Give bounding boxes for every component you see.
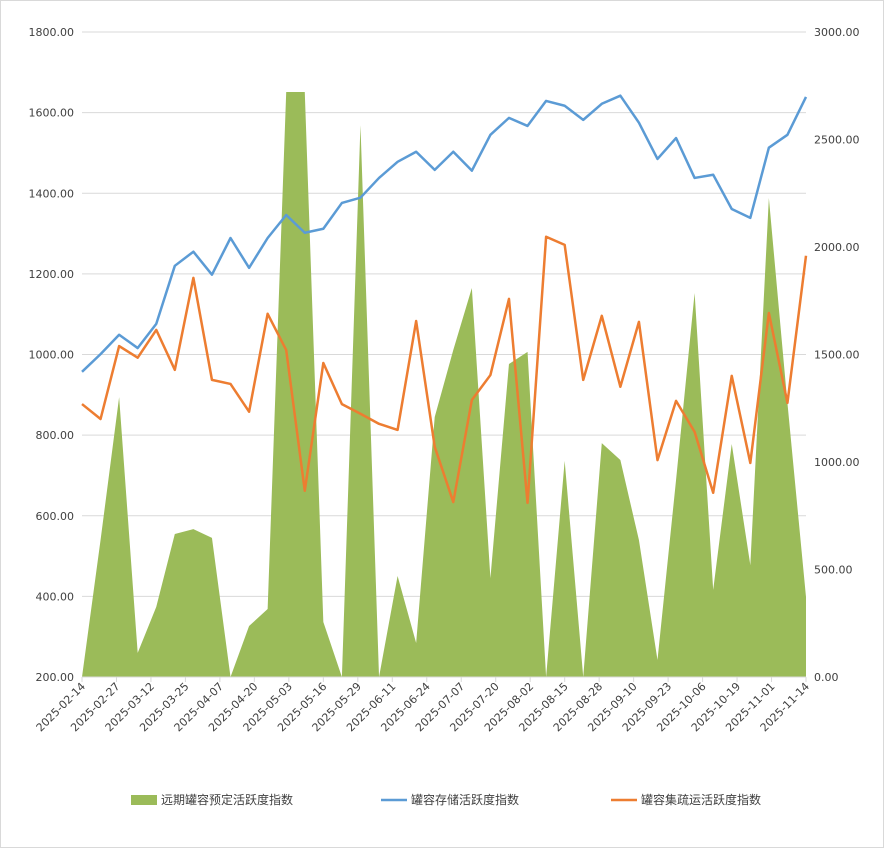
y-tick-label: 1200.00 (29, 268, 75, 281)
legend-label: 远期罐容预定活跃度指数 (161, 792, 293, 807)
y-tick-label: 400.00 (36, 590, 75, 603)
legend-label: 罐容存储活跃度指数 (411, 792, 519, 807)
y-tick-label: 1800.00 (29, 26, 75, 39)
y-tick-label: 1400.00 (29, 187, 75, 200)
y2-tick-label: 1500.00 (814, 349, 860, 362)
legend: 远期罐容预定活跃度指数 罐容存储活跃度指数 罐容集疏运活跃度指数 (131, 792, 761, 807)
y-tick-label: 600.00 (36, 510, 75, 523)
y2-tick-label: 1000.00 (814, 456, 860, 469)
y2-tick-label: 2000.00 (814, 241, 860, 254)
line (81, 94, 808, 373)
legend-swatch (131, 795, 157, 805)
y-tick-label: 1600.00 (29, 107, 75, 120)
legend-label: 罐容集疏运活跃度指数 (641, 792, 761, 807)
y-tick-label: 800.00 (36, 429, 75, 442)
y2-tick-label: 2500.00 (814, 134, 860, 147)
y-tick-label: 1000.00 (29, 349, 75, 362)
y-tick-label: 200.00 (36, 671, 75, 684)
y2-tick-label: 3000.00 (814, 26, 860, 39)
y2-tick-label: 500.00 (814, 564, 853, 577)
line (81, 235, 808, 505)
y2-tick-label: 0.00 (814, 671, 839, 684)
area (82, 91, 806, 678)
